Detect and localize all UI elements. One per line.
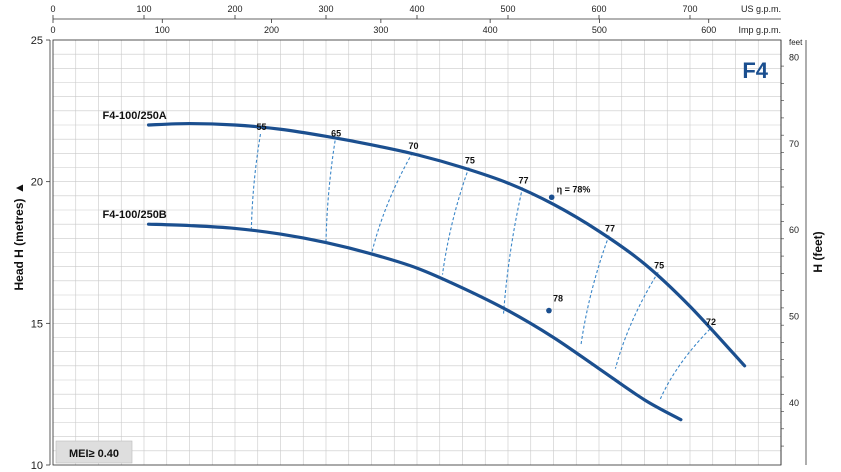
efficiency-iso-line (659, 328, 711, 401)
y-axis-label: Head H (metres) (12, 198, 26, 290)
efficiency-iso-line (614, 272, 659, 369)
feet-tick-label: 70 (789, 139, 799, 149)
efficiency-iso-line (502, 187, 524, 315)
efficiency-label: 75 (465, 156, 475, 166)
us-gpm-tick-label: 0 (50, 4, 55, 14)
us-gpm-tick-label: 400 (409, 4, 424, 14)
best-efficiency-label: η = 78% (557, 184, 591, 194)
imp-gpm-tick-label: 200 (264, 25, 279, 35)
us-gpm-tick-label: 200 (227, 4, 242, 14)
us-gpm-tick-label: 100 (136, 4, 151, 14)
efficiency-label: 75 (654, 260, 664, 270)
head-m-tick-label: 20 (31, 177, 43, 189)
us-gpm-tick-label: 700 (682, 4, 697, 14)
us-gpm-unit-label: US g.p.m. (741, 4, 781, 14)
imp-gpm-tick-label: 500 (592, 25, 607, 35)
curve-label-a: F4-100/250A (103, 110, 167, 122)
efficiency-lines (250, 133, 711, 401)
curve-label-b: F4-100/250B (103, 209, 167, 221)
imp-gpm-tick-label: 0 (50, 25, 55, 35)
efficiency-iso-line (580, 235, 610, 347)
feet-unit-label: feet (789, 38, 803, 47)
efficiency-label: 77 (605, 224, 615, 234)
feet-tick-label: 50 (789, 312, 799, 322)
chart-grid (52, 39, 782, 466)
imp-gpm-tick-label: 100 (155, 25, 170, 35)
efficiency-label: 70 (408, 141, 418, 151)
efficiency-label: 65 (331, 129, 341, 139)
best-efficiency-label: 78 (553, 294, 563, 304)
us-gpm-tick-label: 600 (591, 4, 606, 14)
performance-curve-a (146, 121, 747, 368)
mei-box (55, 440, 133, 464)
performance-curves (146, 121, 747, 422)
best-efficiency-point (546, 307, 552, 314)
chart-labels: F4-100/250A F4-100/250B 55 65 70 75 77 77 75 72 η … (55, 58, 769, 464)
us-gpm-tick-label: 300 (318, 4, 333, 14)
feet-tick-label: 40 (789, 398, 799, 408)
imp-gpm-tick-label: 600 (701, 25, 716, 35)
imp-gpm-unit-label: Imp g.p.m. (738, 25, 781, 35)
model-badge: F4 (742, 58, 768, 83)
y-axis-label-arrow: ▲ (12, 182, 26, 194)
efficiency-iso-line (441, 167, 470, 275)
imp-gpm-tick-label: 300 (373, 25, 388, 35)
feet-tick-label: 60 (789, 225, 799, 235)
efficiency-label: 77 (519, 175, 529, 185)
efficiency-iso-line (370, 152, 413, 255)
head-m-tick-label: 15 (31, 318, 43, 330)
efficiency-iso-line (250, 133, 262, 229)
head-m-tick-label: 25 (31, 35, 43, 47)
chart-axes: 0 100 200 300 400 500 600 700 US g.p.m. 0 100 200 30… (12, 4, 825, 472)
head-m-tick-label: 10 (31, 460, 43, 472)
mei-label: MEI≥ 0.40 (69, 448, 119, 460)
efficiency-iso-line (325, 140, 336, 242)
us-gpm-tick-label: 500 (500, 4, 515, 14)
best-efficiency-point (548, 194, 555, 201)
imp-gpm-tick-label: 400 (483, 25, 498, 35)
y2-axis-label: H (feet) (811, 231, 825, 272)
performance-curve-b (146, 222, 683, 422)
efficiency-label: 72 (706, 317, 716, 327)
efficiency-label: 55 (256, 122, 266, 132)
feet-tick-label: 80 (789, 52, 799, 62)
